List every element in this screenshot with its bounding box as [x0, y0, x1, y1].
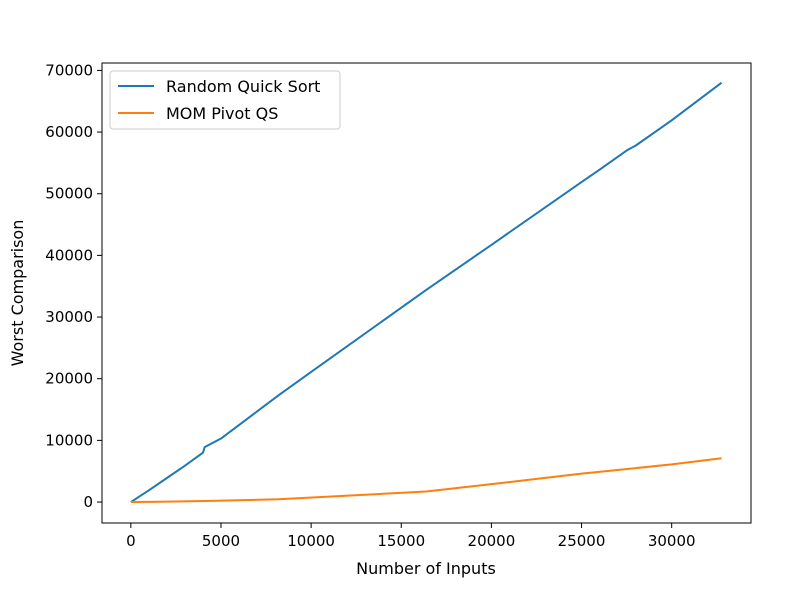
y-tick-label: 50000 [45, 185, 93, 203]
series-line-0 [130, 81, 723, 503]
x-tick-label: 0 [126, 532, 136, 550]
y-tick-label: 30000 [45, 308, 93, 326]
y-tick-label: 0 [83, 493, 93, 511]
x-tick-label: 20000 [468, 532, 516, 550]
x-tick-label: 30000 [648, 532, 696, 550]
legend-label-0: Random Quick Sort [166, 77, 320, 96]
series-line-1 [130, 457, 722, 504]
y-tick-label: 70000 [45, 61, 93, 79]
legend-label-1: MOM Pivot QS [166, 104, 278, 123]
y-tick-label: 20000 [45, 370, 93, 388]
x-tick-label: 5000 [202, 532, 240, 550]
y-tick-label: 10000 [45, 431, 93, 449]
legend: Random Quick Sort MOM Pivot QS [109, 70, 341, 130]
y-tick-label: 40000 [45, 246, 93, 264]
legend-box [109, 70, 341, 130]
axes: 0 5000 10000 15000 20000 25000 30000 0 10000 2000… [45, 61, 752, 550]
plot-area [130, 81, 723, 504]
x-axis-label: Number of Inputs [356, 559, 496, 578]
axes-frame [101, 62, 752, 524]
y-axis-label: Worst Comparison [8, 220, 27, 367]
x-tick-label: 25000 [558, 532, 606, 550]
x-tick-label: 15000 [377, 532, 425, 550]
y-tick-label: 60000 [45, 123, 93, 141]
x-tick-label: 10000 [287, 532, 335, 550]
